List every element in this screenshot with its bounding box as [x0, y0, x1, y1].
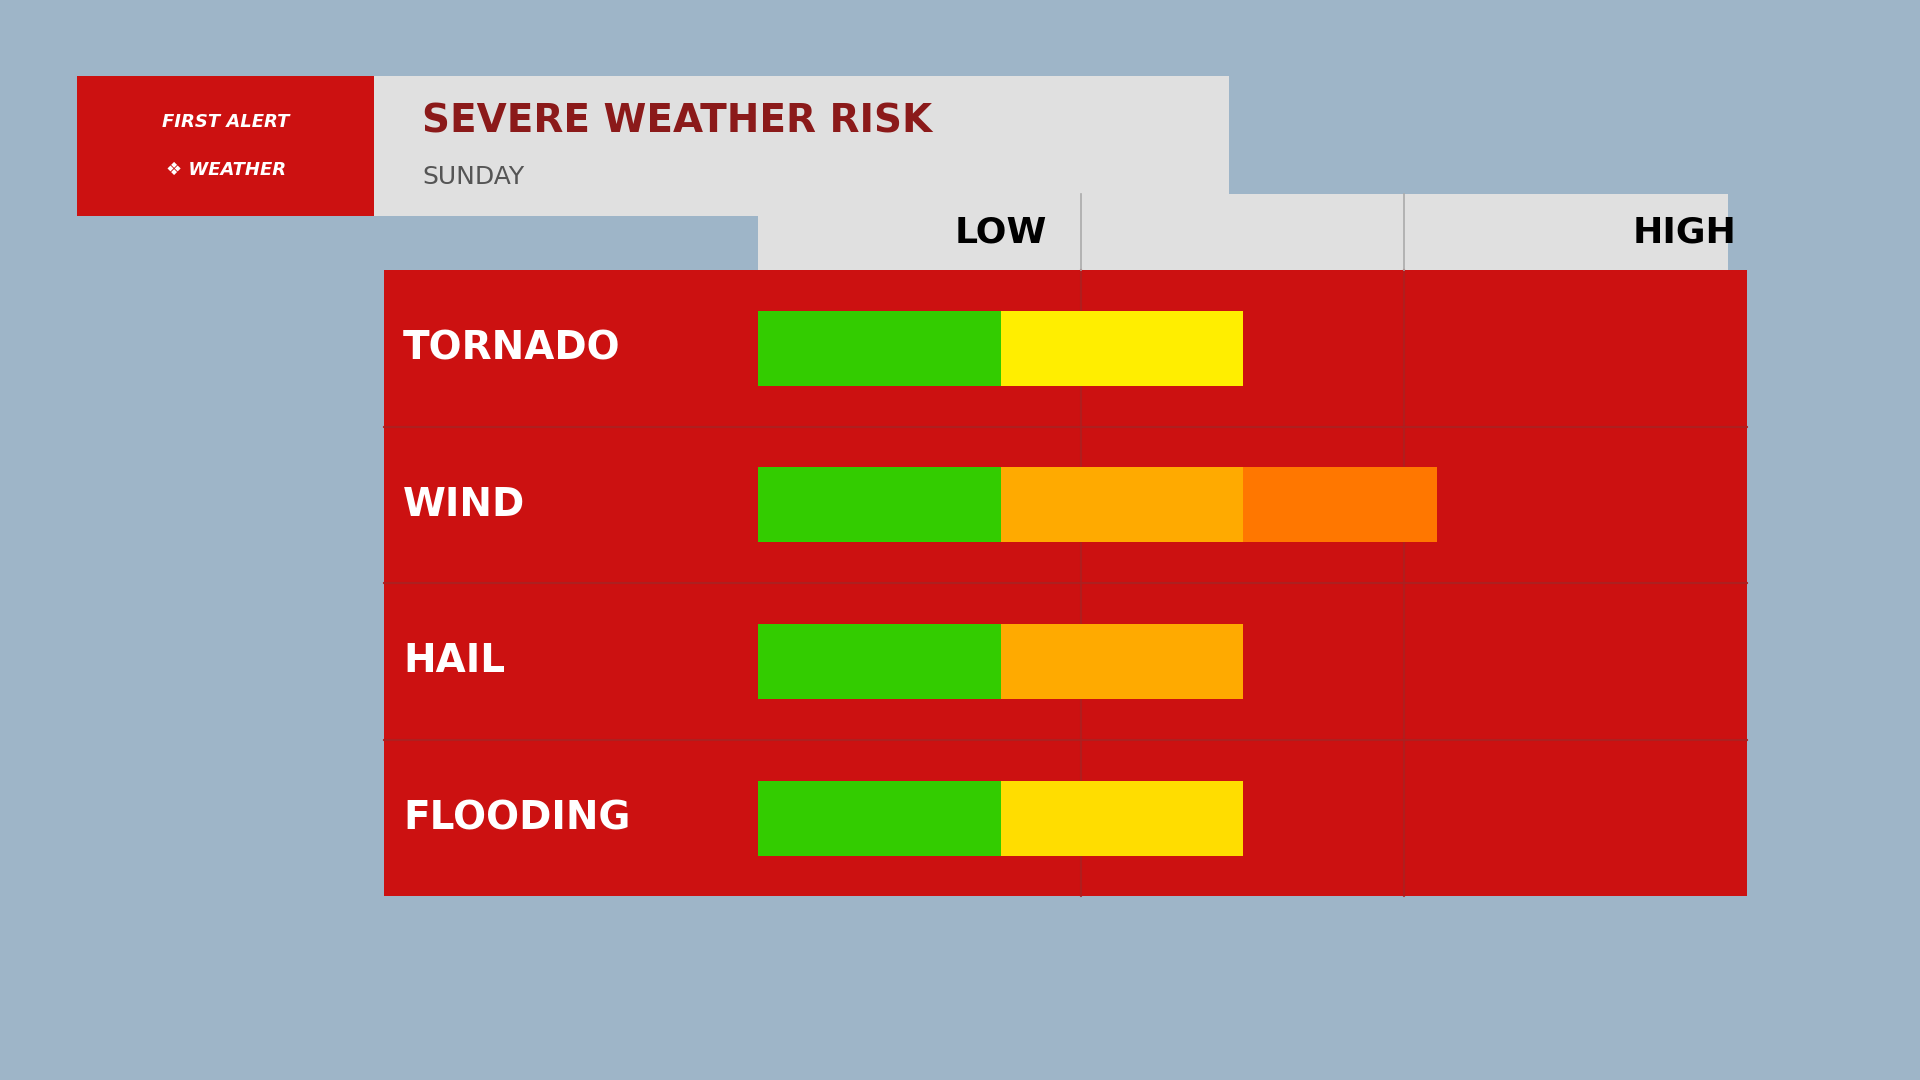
Text: FIRST ALERT: FIRST ALERT [161, 113, 290, 131]
Text: FLOODING: FLOODING [403, 799, 630, 837]
Bar [1242, 468, 1436, 542]
Bar [77, 76, 374, 216]
Text: TORNADO: TORNADO [403, 329, 620, 367]
Text: WIND: WIND [403, 486, 526, 524]
Bar [77, 76, 1229, 216]
Bar [1000, 781, 1242, 855]
Text: SEVERE WEATHER RISK: SEVERE WEATHER RISK [422, 103, 933, 140]
Bar [758, 194, 1728, 270]
Bar [758, 781, 1000, 855]
Text: HAIL: HAIL [403, 643, 505, 680]
Text: HIGH: HIGH [1632, 215, 1736, 249]
Bar [384, 270, 1747, 896]
Bar [1000, 624, 1242, 699]
Text: LOW: LOW [954, 215, 1046, 249]
Bar [1000, 468, 1242, 542]
Text: ❖ WEATHER: ❖ WEATHER [165, 161, 286, 178]
Bar [758, 624, 1000, 699]
Bar [758, 311, 1000, 386]
Bar [1000, 311, 1242, 386]
Bar [758, 468, 1000, 542]
Text: SUNDAY: SUNDAY [422, 164, 524, 189]
